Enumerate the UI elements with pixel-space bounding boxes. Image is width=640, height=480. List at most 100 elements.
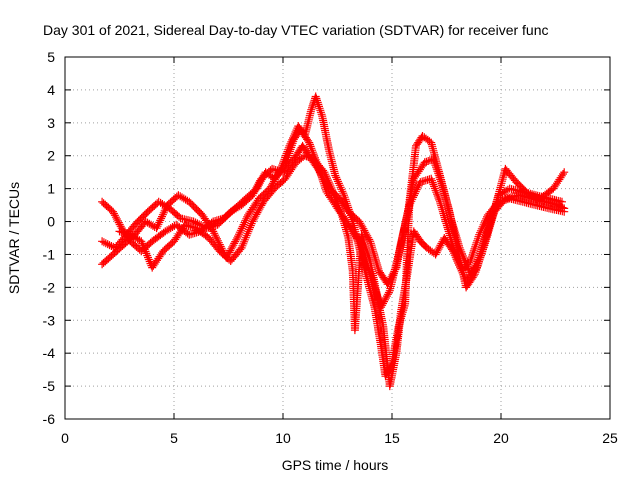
- data-point: [290, 130, 299, 138]
- data-point: [428, 176, 436, 185]
- data-point: [289, 132, 298, 140]
- data-point: [337, 185, 346, 194]
- data-point: [139, 243, 148, 252]
- data-point: [432, 188, 441, 197]
- data-point: [480, 218, 489, 227]
- data-point: [455, 261, 464, 269]
- chart-title: Day 301 of 2021, Sidereal Day-to-day VTE…: [43, 22, 549, 38]
- data-point: [152, 224, 161, 233]
- data-point: [277, 163, 286, 171]
- y-tick-label: -1: [43, 246, 56, 262]
- data-point: [229, 241, 238, 250]
- data-point: [238, 222, 247, 231]
- y-tick-label: -3: [43, 312, 56, 328]
- data-point: [340, 191, 348, 200]
- data-point: [228, 243, 237, 251]
- data-point: [362, 246, 371, 255]
- data-point: [144, 255, 153, 264]
- data-points: [98, 92, 569, 391]
- data-point: [452, 255, 461, 264]
- data-point: [233, 234, 242, 242]
- data-point: [105, 241, 114, 250]
- x-tick-label: 15: [384, 430, 400, 446]
- data-point: [245, 225, 254, 234]
- data-point: [305, 138, 314, 147]
- data-point: [269, 177, 278, 186]
- data-point: [304, 153, 313, 161]
- data-point: [434, 245, 443, 253]
- y-tick-label: 1: [47, 181, 55, 197]
- data-point: [472, 238, 481, 247]
- data-point: [246, 223, 254, 232]
- data-point: [330, 191, 339, 200]
- data-point: [103, 240, 112, 249]
- data-point: [308, 146, 317, 155]
- data-point: [307, 144, 316, 153]
- data-point: [324, 178, 333, 187]
- data-point: [382, 292, 391, 301]
- data-point: [348, 215, 357, 224]
- data-point: [360, 226, 369, 235]
- data-point: [448, 245, 456, 254]
- data-point: [308, 148, 317, 157]
- data-point: [114, 218, 123, 227]
- data-point: [153, 222, 162, 231]
- data-point: [238, 241, 247, 250]
- data-point: [338, 187, 347, 196]
- data-point: [99, 238, 108, 247]
- data-point: [258, 173, 267, 182]
- data-point: [453, 257, 462, 265]
- data-point: [212, 233, 220, 242]
- data-point: [331, 171, 340, 180]
- data-point: [231, 237, 240, 246]
- data-point: [328, 186, 337, 194]
- data-point: [160, 206, 169, 215]
- data-point: [329, 189, 338, 198]
- y-tick-label: -4: [43, 345, 56, 361]
- data-point: [436, 241, 445, 250]
- data-point: [471, 240, 480, 249]
- y-axis-title: SDTVAR / TECUs: [6, 182, 22, 294]
- data-point: [470, 244, 479, 253]
- data-point: [271, 173, 280, 182]
- data-point: [270, 175, 279, 184]
- data-point: [98, 237, 107, 246]
- data-point: [359, 236, 368, 245]
- y-tick-label: 2: [47, 148, 55, 164]
- data-point: [433, 192, 442, 200]
- data-point: [284, 145, 293, 154]
- data-point: [523, 189, 532, 198]
- data-point: [433, 190, 442, 199]
- data-point: [384, 288, 393, 297]
- data-point: [454, 259, 463, 267]
- data-point: [311, 92, 320, 101]
- data-point: [333, 199, 342, 208]
- data-point: [466, 257, 475, 265]
- data-point: [158, 210, 167, 219]
- data-point: [359, 224, 368, 233]
- data-point: [476, 253, 485, 262]
- data-point: [275, 166, 284, 175]
- data-point: [239, 239, 248, 248]
- data-point: [332, 195, 340, 204]
- data-point: [428, 178, 437, 187]
- data-point: [175, 212, 183, 221]
- data-point: [469, 271, 478, 280]
- data-point: [306, 153, 314, 162]
- data-point: [274, 168, 283, 177]
- data-point: [304, 136, 313, 145]
- data-point: [364, 251, 373, 259]
- data-point: [358, 234, 367, 243]
- data-point: [474, 232, 483, 241]
- data-point: [141, 247, 150, 256]
- data-point: [559, 170, 567, 178]
- data-point: [281, 151, 290, 160]
- data-point: [327, 184, 336, 192]
- data-point: [336, 207, 345, 216]
- data-point: [140, 245, 149, 254]
- data-point: [339, 189, 348, 198]
- series-track-d: [115, 151, 569, 391]
- data-point: [112, 215, 121, 223]
- data-point: [325, 180, 334, 188]
